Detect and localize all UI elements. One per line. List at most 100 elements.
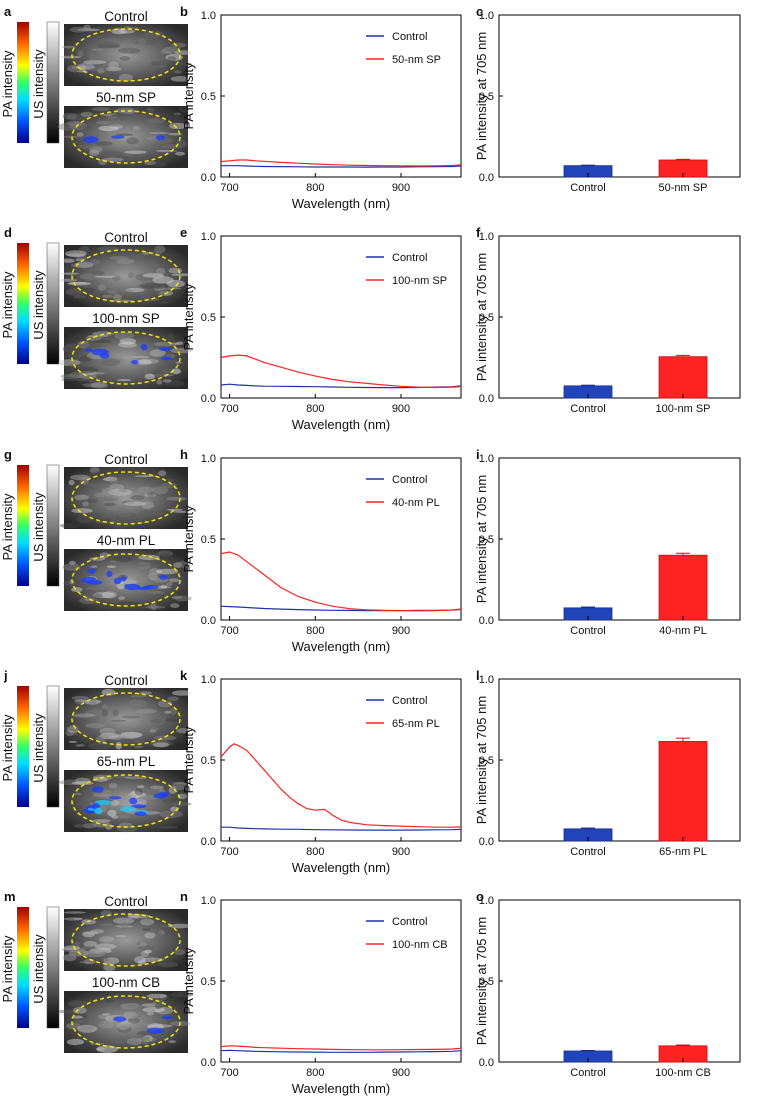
- us-speckle: [151, 61, 161, 66]
- us-speckle: [111, 719, 127, 722]
- us-speckle: [98, 1020, 115, 1029]
- pa-colorbar-label: PA intensity: [0, 714, 15, 781]
- category-label: Control: [570, 403, 605, 415]
- roi-ellipse: [71, 28, 181, 82]
- us-speckle: [149, 785, 164, 790]
- us-speckle: [167, 696, 180, 701]
- roi-ellipse: [71, 331, 181, 385]
- us-speckle: [106, 115, 118, 120]
- y-tick-label: 0.0: [201, 615, 216, 627]
- us-speckle: [58, 359, 81, 366]
- us-speckle: [137, 1036, 157, 1043]
- us-speckle: [73, 824, 84, 828]
- us-speckle: [171, 596, 183, 599]
- us-speckle: [71, 587, 83, 593]
- us-speckle: [88, 950, 96, 955]
- us-speckle: [136, 562, 152, 570]
- panel-letter: h: [180, 447, 188, 462]
- us-speckle: [130, 918, 137, 924]
- us-speckle: [138, 38, 146, 46]
- us-speckle: [69, 26, 88, 33]
- us-speckle: [88, 150, 106, 156]
- us-speckle: [67, 1000, 89, 1007]
- us-speckle: [113, 815, 130, 819]
- us-speckle: [109, 483, 125, 491]
- us-speckle: [87, 334, 109, 338]
- pa-signal-spot: [87, 568, 96, 574]
- us-speckle: [123, 26, 133, 32]
- figure-row-j: j PA intensity US intensity Control 65-nm PL…: [0, 668, 741, 875]
- us-speckle: [105, 507, 118, 511]
- us-speckle: [82, 823, 97, 829]
- us-speckle: [115, 925, 134, 928]
- y-tick-label: 1.0: [479, 231, 494, 243]
- us-speckle: [82, 950, 106, 958]
- x-tick-label: 800: [306, 625, 324, 637]
- us-speckle: [87, 483, 110, 488]
- us-speckle: [101, 688, 116, 696]
- panel-letter: f: [476, 225, 481, 240]
- us-speckle: [71, 696, 90, 700]
- sample-image-label: 40-nm PL: [97, 533, 156, 548]
- pa-signal-spot: [135, 586, 151, 591]
- us-speckle: [132, 126, 141, 131]
- us-speckle: [165, 127, 177, 130]
- us-speckle: [93, 339, 112, 344]
- pa-signal-spot: [106, 571, 113, 577]
- bar-sample: [658, 356, 708, 399]
- us-speckle: [136, 788, 160, 795]
- us-speckle: [118, 822, 133, 829]
- us-speckle: [129, 355, 150, 358]
- us-speckle: [158, 930, 165, 936]
- us-speckle: [68, 479, 75, 486]
- us-speckle: [146, 590, 165, 595]
- legend-entry: Control: [392, 695, 427, 707]
- us-speckle: [79, 597, 98, 605]
- panel-letter: j: [3, 668, 8, 683]
- y-tick-label: 0.0: [479, 393, 494, 405]
- y-tick-label: 0.0: [479, 1057, 494, 1069]
- us-speckle: [149, 1024, 173, 1028]
- us-colorbar: [46, 685, 60, 808]
- figure-row-g: g PA intensity US intensity Control 40-nm PL…: [0, 447, 741, 654]
- y-tick-label: 0.5: [479, 976, 494, 988]
- us-speckle: [116, 1022, 130, 1030]
- y-tick-label: 0.5: [479, 755, 494, 767]
- y-tick-label: 1.0: [479, 10, 494, 22]
- us-speckle: [92, 793, 113, 797]
- us-speckle: [176, 341, 184, 345]
- us-speckle: [102, 157, 124, 162]
- us-speckle: [170, 801, 192, 807]
- us-speckle: [113, 775, 130, 779]
- us-speckle: [69, 560, 76, 565]
- us-speckle: [144, 160, 157, 165]
- us-speckle: [122, 500, 136, 505]
- us-speckle: [160, 301, 169, 304]
- pa-colorbar-label: PA intensity: [0, 50, 15, 117]
- pa-colorbar: [17, 22, 29, 143]
- us-speckle: [108, 124, 123, 129]
- us-image-background: [64, 688, 188, 750]
- y-tick-label: 0.0: [479, 172, 494, 184]
- category-label: Control: [570, 625, 605, 637]
- us-speckle: [89, 258, 101, 265]
- pa-signal-spot: [159, 574, 168, 580]
- y-axis-label: PA intensity at 705 nm: [474, 917, 489, 1045]
- us-speckle: [114, 1000, 137, 1004]
- us-speckle: [63, 911, 86, 914]
- control-image-label: Control: [104, 894, 148, 909]
- us-speckle: [79, 65, 87, 71]
- us-speckle: [174, 595, 192, 602]
- us-image-background: [64, 245, 188, 307]
- us-speckle: [72, 917, 84, 920]
- us-speckle: [126, 137, 139, 145]
- us-speckle: [139, 359, 160, 364]
- us-speckle: [72, 1007, 87, 1014]
- us-speckle: [168, 786, 177, 794]
- y-tick-label: 1.0: [201, 453, 216, 465]
- us-speckle: [99, 936, 115, 943]
- panel-letter: a: [4, 4, 12, 19]
- us-speckle: [90, 929, 105, 934]
- us-speckle: [99, 494, 107, 501]
- y-axis-label: PA intensity at 705 nm: [474, 696, 489, 824]
